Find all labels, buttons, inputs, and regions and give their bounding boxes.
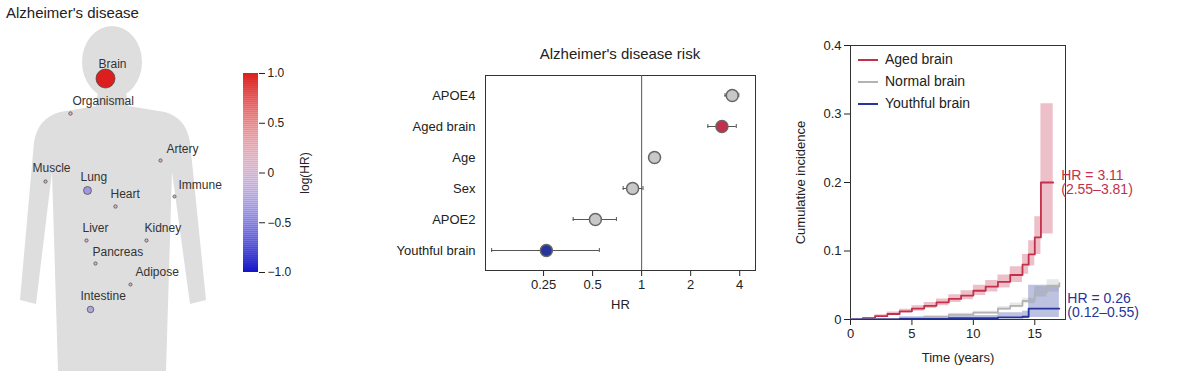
svg-text:HR = 3.11(2.55–3.81): HR = 3.11(2.55–3.81) xyxy=(1061,167,1133,197)
svg-text:log(HR): log(HR) xyxy=(298,152,312,193)
svg-text:Aged brain: Aged brain xyxy=(413,119,476,134)
html-text:Normal brain: Normal brain xyxy=(885,73,966,89)
svg-text:Immune: Immune xyxy=(179,178,223,192)
svg-text:Liver: Liver xyxy=(83,221,109,235)
svg-text:Artery: Artery xyxy=(167,142,199,156)
svg-text:4: 4 xyxy=(736,277,743,292)
svg-text:−0.5: −0.5 xyxy=(268,216,292,230)
html-text:Alzheimer's disease: Alzheimer's disease xyxy=(6,4,139,21)
svg-text:0.3: 0.3 xyxy=(823,106,841,121)
svg-text:2: 2 xyxy=(687,277,694,292)
svg-text:0.25: 0.25 xyxy=(531,277,556,292)
html-text:Youthful brain: Youthful brain xyxy=(885,95,971,111)
svg-text:−1.0: −1.0 xyxy=(268,265,292,279)
svg-text:Heart: Heart xyxy=(111,187,141,201)
svg-text:0: 0 xyxy=(847,326,854,341)
svg-text:0.4: 0.4 xyxy=(823,38,841,53)
html-text:Alzheimer's disease risk: Alzheimer's disease risk xyxy=(539,45,701,62)
svg-text:0.5: 0.5 xyxy=(268,116,285,130)
svg-text:1: 1 xyxy=(638,277,645,292)
svg-text:0: 0 xyxy=(268,166,275,180)
svg-text:Age: Age xyxy=(452,150,475,165)
svg-text:Sex: Sex xyxy=(453,181,476,196)
svg-text:Organismal: Organismal xyxy=(73,94,134,108)
svg-text:0.1: 0.1 xyxy=(823,243,841,258)
svg-text:Lung: Lung xyxy=(81,170,108,184)
html-text:Aged brain: Aged brain xyxy=(885,51,953,67)
svg-text:15: 15 xyxy=(1028,326,1042,341)
svg-text:Muscle: Muscle xyxy=(33,161,71,175)
svg-text:5: 5 xyxy=(908,326,915,341)
svg-text:HR = 0.26(0.12–0.55): HR = 0.26(0.12–0.55) xyxy=(1067,290,1139,320)
svg-text:Pancreas: Pancreas xyxy=(93,245,144,259)
svg-text:1.0: 1.0 xyxy=(268,66,285,80)
svg-text:0.2: 0.2 xyxy=(823,175,841,190)
svg-text:Adipose: Adipose xyxy=(136,265,180,279)
svg-text:APOE2: APOE2 xyxy=(432,212,475,227)
svg-text:HR: HR xyxy=(611,297,630,312)
svg-text:Cumulative incidence: Cumulative incidence xyxy=(793,121,808,245)
svg-text:10: 10 xyxy=(966,326,980,341)
svg-text:APOE4: APOE4 xyxy=(432,88,475,103)
svg-text:Time (years): Time (years) xyxy=(922,350,994,365)
svg-text:Brain: Brain xyxy=(98,57,127,72)
svg-text:Intestine: Intestine xyxy=(81,289,127,303)
svg-text:0: 0 xyxy=(834,312,841,327)
svg-text:0.5: 0.5 xyxy=(584,277,602,292)
svg-text:Kidney: Kidney xyxy=(145,221,182,235)
svg-text:Youthful brain: Youthful brain xyxy=(396,243,475,258)
